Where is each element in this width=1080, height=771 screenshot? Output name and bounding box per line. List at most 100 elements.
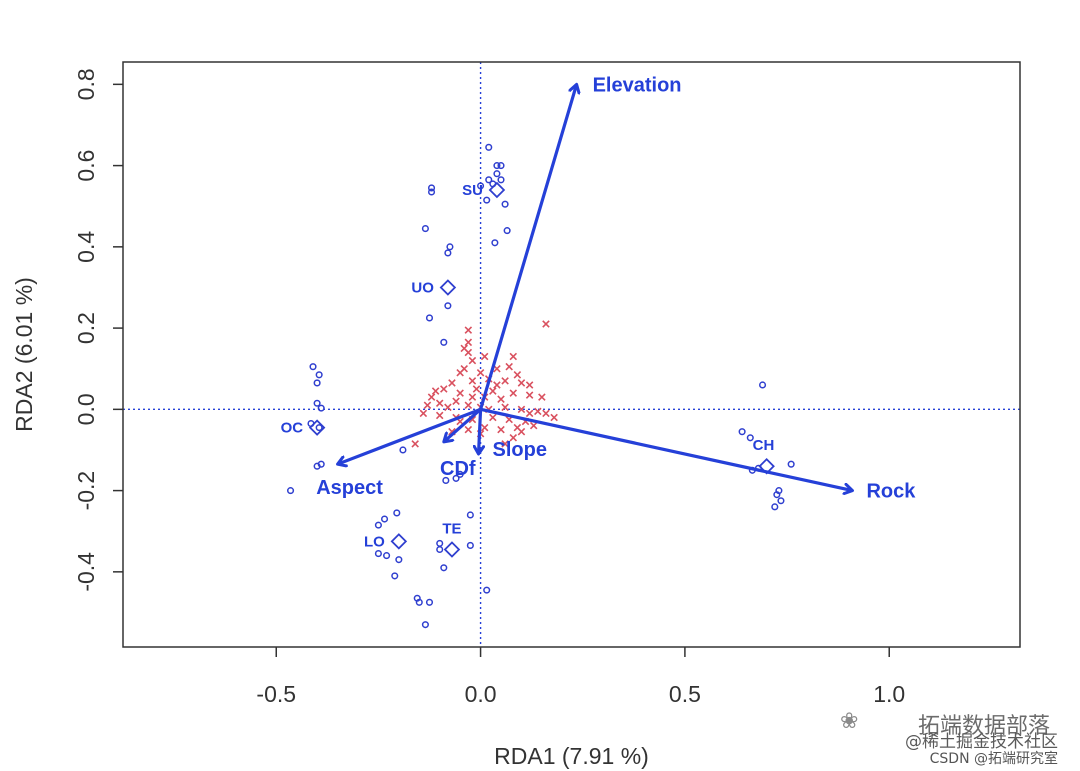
species-point [435,399,444,408]
site-point [436,545,444,554]
species-point [448,379,456,387]
species-point [534,407,542,416]
site-point [497,176,505,184]
site-point [493,170,501,178]
site-point [493,162,501,170]
species-point [525,409,534,418]
centroid-label-te: TE [442,521,461,538]
site-point [380,515,389,523]
species-point [419,409,428,418]
site-point [758,381,767,389]
site-point [317,404,325,412]
centroid-diamond-oc [308,419,326,436]
site-point [415,598,423,606]
site-point [483,196,491,204]
site-point [483,586,491,594]
site-point [393,509,401,517]
x-tick-label: 0.5 [669,681,701,707]
site-point [309,363,317,371]
species-point [456,369,464,377]
watermark-juejin: @稀土掘金技术社区 [905,732,1058,752]
y-tick-label: 0.4 [73,231,99,263]
site-point [446,243,454,251]
species-point [509,389,518,397]
site-point [787,460,795,468]
centroid-diamond-uo [439,279,457,296]
site-point [485,143,493,151]
arrow-label-aspect: Aspect [316,477,383,499]
species-point [464,326,473,334]
species-point [423,401,432,410]
species-point [456,389,464,397]
site-point [773,491,781,499]
species-point [497,425,505,434]
y-tick-label: -0.4 [73,552,99,592]
x-tick-label: 0.0 [465,681,497,707]
centroid-label-uo: UO [411,279,434,296]
species-point [435,411,444,420]
site-point [497,162,505,170]
arrow-label-elevation: Elevation [593,74,682,96]
site-point [442,476,450,484]
site-point [383,552,391,560]
y-tick-label: 0.6 [73,150,99,182]
site-point [395,556,403,564]
wechat-icon: ❀ [840,708,859,733]
centroid-diamond-su [488,181,506,199]
site-point [286,487,295,495]
site-point [374,550,382,558]
species-point [468,393,477,401]
site-point [501,200,509,208]
y-tick-label: 0.2 [73,312,99,344]
species-point [517,427,526,436]
site-point [466,541,474,549]
site-point [452,474,460,482]
plot-frame [122,61,1021,648]
site-point [313,379,321,387]
site-point [477,182,485,190]
reference-lines-layer [123,62,1020,647]
species-point [480,423,489,432]
site-point [315,371,323,379]
species-point [525,381,534,389]
species-point [497,395,505,403]
species-point [501,403,509,412]
site-point [440,338,448,346]
species-point [517,405,526,414]
site-point [485,176,493,184]
species-point [529,421,538,430]
species-point [480,352,489,361]
species-point [464,425,473,434]
site-point [436,539,444,547]
x-tick-label: -0.5 [256,681,296,707]
species-point [452,397,460,405]
group-centroids-layer: SU UO OC CH LO TE [281,181,775,558]
centroid-diamond-te [443,541,461,558]
species-point [464,338,473,347]
site-points-layer [286,143,795,629]
arrow-label-rock: Rock [866,481,916,503]
species-point [517,379,526,387]
site-point [427,188,436,196]
species-point [468,356,477,365]
site-point [771,503,779,511]
site-point [466,511,474,519]
arrow-label-cdf: CDf [440,458,476,480]
centroid-diamond-lo [390,533,408,550]
species-point [513,371,522,379]
y-tick-label: 0.8 [73,68,99,100]
site-point [444,249,452,257]
species-point [542,409,550,418]
site-point [391,572,399,580]
species-point [538,393,546,401]
species-point [440,385,448,393]
species-points-layer [411,320,558,448]
arrow-slope [479,409,481,454]
site-point [503,227,511,235]
species-point [476,369,485,377]
species-point [427,393,436,401]
centroid-label-lo: LO [364,533,385,550]
species-point [509,434,518,442]
species-point [472,385,481,393]
